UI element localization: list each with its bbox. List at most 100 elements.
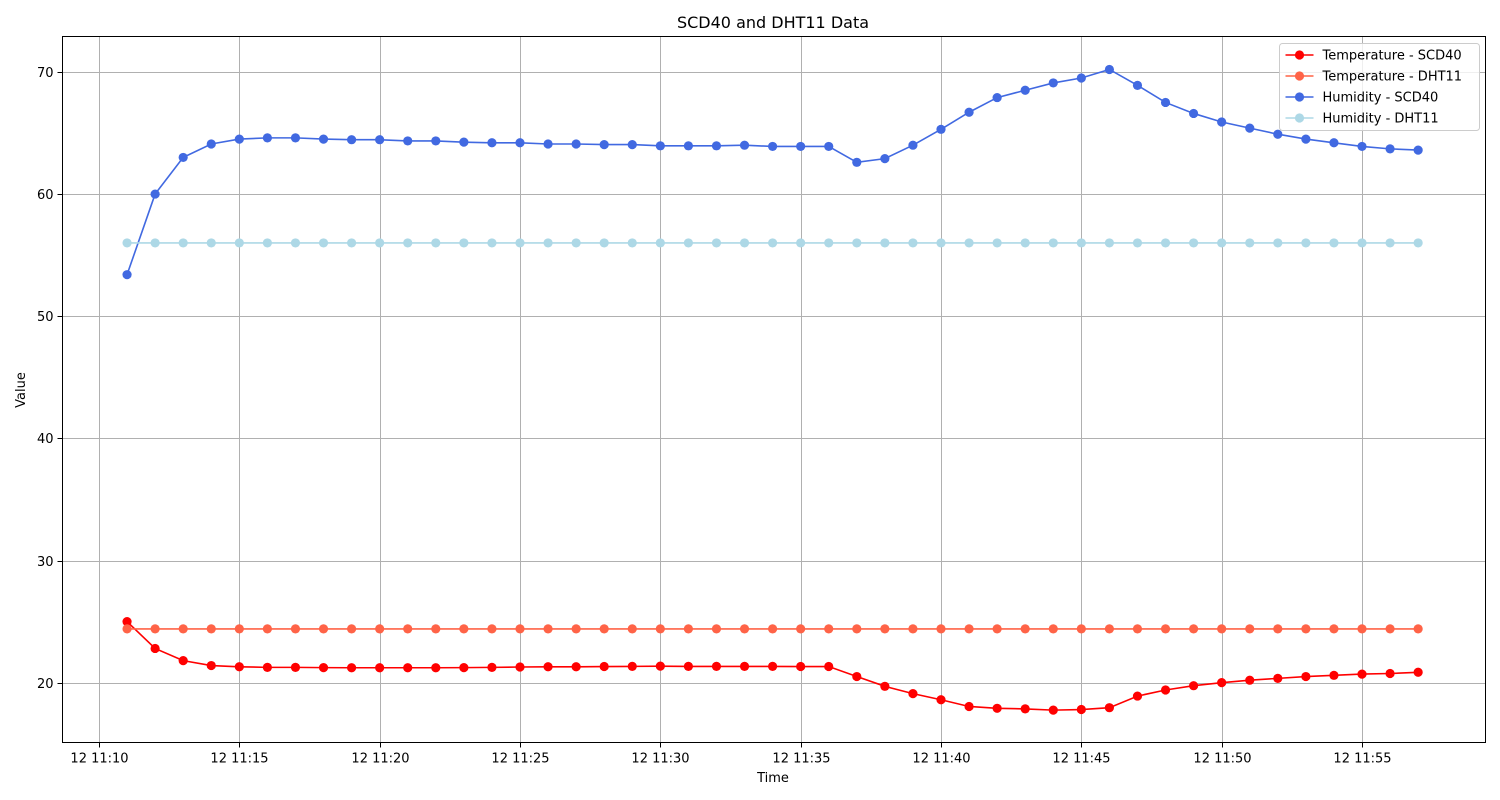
data-point bbox=[206, 238, 216, 248]
data-point bbox=[346, 238, 357, 248]
data-point bbox=[1413, 238, 1423, 248]
plot-frame bbox=[62, 36, 1486, 743]
data-point bbox=[1160, 238, 1171, 248]
data-point bbox=[908, 624, 918, 634]
data-point bbox=[1132, 691, 1143, 701]
data-point bbox=[515, 238, 525, 248]
data-point bbox=[908, 238, 918, 248]
data-point bbox=[290, 133, 301, 143]
data-point bbox=[543, 139, 553, 149]
x-tick-label: 12 11:10 bbox=[70, 752, 128, 767]
data-point bbox=[375, 135, 385, 145]
data-point bbox=[571, 139, 581, 149]
data-point bbox=[262, 238, 272, 248]
data-point bbox=[206, 139, 216, 149]
data-point bbox=[992, 92, 1002, 103]
x-axis-label: Time bbox=[756, 771, 789, 786]
data-point bbox=[936, 124, 946, 134]
data-point bbox=[1104, 703, 1114, 713]
data-point bbox=[318, 663, 329, 673]
data-point bbox=[1245, 624, 1255, 634]
y-tick-label: 60 bbox=[37, 188, 54, 203]
data-point bbox=[1329, 238, 1339, 248]
data-point bbox=[543, 238, 553, 248]
data-point bbox=[571, 238, 581, 248]
data-point bbox=[1245, 238, 1255, 248]
data-point bbox=[178, 624, 188, 634]
data-point bbox=[403, 238, 413, 248]
data-point bbox=[1357, 624, 1367, 634]
data-point bbox=[1301, 134, 1311, 144]
data-point bbox=[1217, 238, 1227, 248]
data-point bbox=[796, 624, 806, 634]
data-point bbox=[403, 663, 413, 673]
data-point bbox=[122, 238, 132, 248]
legend-box bbox=[1279, 43, 1480, 131]
legend-marker bbox=[1294, 50, 1305, 60]
data-point bbox=[1104, 238, 1114, 248]
data-point bbox=[1357, 141, 1367, 152]
data-point bbox=[1076, 624, 1086, 634]
data-point bbox=[571, 662, 581, 672]
data-point bbox=[852, 624, 862, 634]
grid-layer bbox=[62, 36, 1486, 743]
data-point bbox=[880, 681, 890, 691]
data-point bbox=[1160, 685, 1171, 695]
data-point bbox=[459, 238, 469, 248]
data-point bbox=[1329, 624, 1339, 634]
data-point bbox=[178, 152, 188, 163]
data-point bbox=[655, 624, 665, 634]
data-point bbox=[852, 157, 862, 167]
data-point bbox=[1385, 238, 1395, 248]
data-point bbox=[1132, 238, 1143, 248]
series-humidity-scd40 bbox=[122, 64, 1423, 280]
data-point bbox=[992, 624, 1002, 634]
data-point bbox=[1189, 624, 1199, 634]
data-point bbox=[403, 136, 413, 146]
data-point bbox=[964, 107, 974, 117]
y-tick-label: 20 bbox=[37, 677, 54, 692]
data-point bbox=[936, 238, 946, 248]
data-point bbox=[487, 138, 497, 148]
data-point bbox=[1160, 97, 1171, 108]
data-point bbox=[1217, 624, 1227, 634]
x-tick-label: 12 11:25 bbox=[491, 752, 549, 767]
data-point bbox=[739, 624, 750, 634]
data-point bbox=[1273, 238, 1283, 248]
data-point bbox=[1104, 624, 1114, 634]
data-point bbox=[1217, 117, 1227, 127]
data-point bbox=[796, 238, 806, 248]
data-point bbox=[262, 133, 272, 143]
data-point bbox=[936, 695, 946, 705]
data-point bbox=[1189, 681, 1199, 691]
series-temperature-scd40 bbox=[122, 616, 1423, 715]
data-point bbox=[290, 238, 301, 248]
data-point bbox=[262, 662, 272, 672]
x-tick-label: 12 11:50 bbox=[1193, 752, 1251, 767]
data-point bbox=[403, 624, 413, 634]
data-point bbox=[768, 141, 778, 152]
data-point bbox=[824, 238, 834, 248]
data-point bbox=[739, 661, 750, 672]
data-point bbox=[178, 238, 188, 248]
data-point bbox=[1413, 667, 1423, 677]
data-point bbox=[487, 624, 497, 634]
data-point bbox=[768, 624, 778, 634]
data-point bbox=[318, 134, 329, 144]
data-point bbox=[711, 624, 722, 634]
data-point bbox=[262, 624, 272, 634]
data-point bbox=[768, 238, 778, 248]
data-point bbox=[683, 141, 694, 151]
series-humidity-dht11 bbox=[122, 238, 1423, 248]
data-point bbox=[515, 624, 525, 634]
data-point bbox=[1020, 704, 1030, 714]
data-point bbox=[206, 660, 216, 671]
data-point bbox=[206, 624, 216, 634]
data-point bbox=[1189, 238, 1199, 248]
data-point bbox=[852, 671, 862, 682]
data-point bbox=[964, 624, 974, 634]
data-point bbox=[459, 624, 469, 634]
data-point bbox=[1048, 624, 1058, 634]
data-point bbox=[487, 238, 497, 248]
data-point bbox=[431, 238, 441, 248]
